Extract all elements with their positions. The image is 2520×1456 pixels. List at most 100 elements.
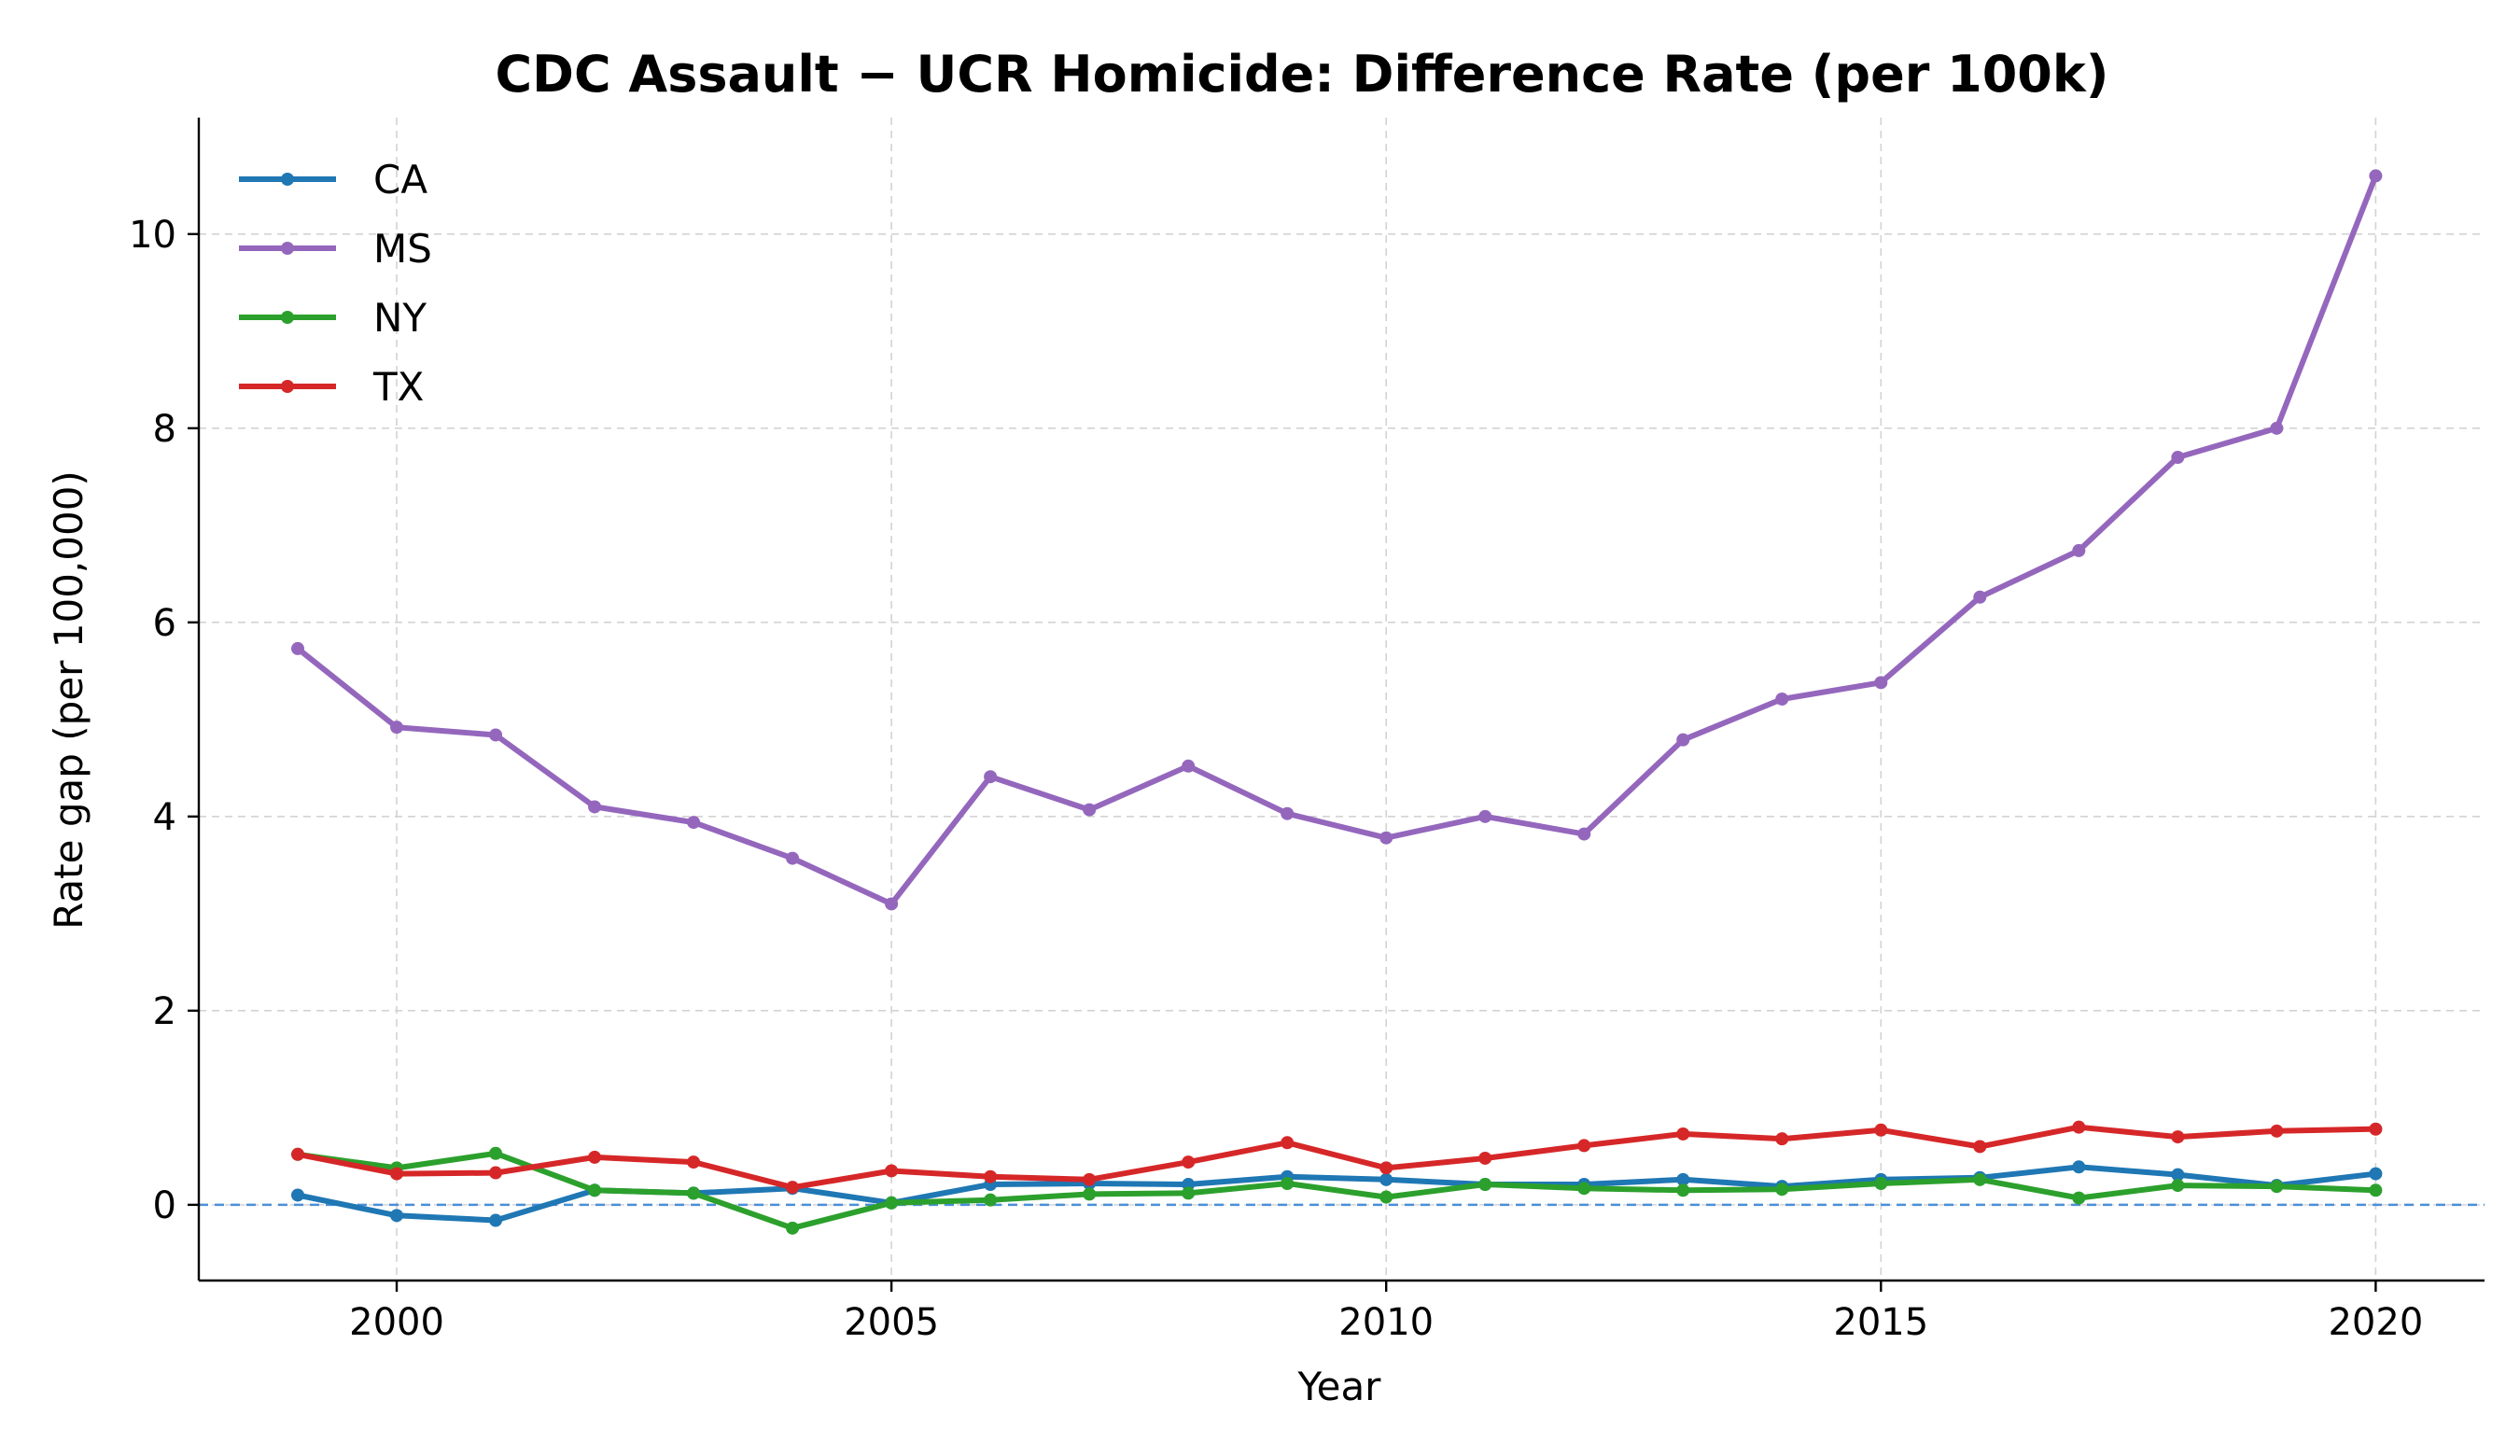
series-ms: [291, 169, 2383, 911]
point-tx-2012: [1577, 1139, 1591, 1153]
point-ca-2018: [2171, 1168, 2185, 1182]
point-tx-2003: [687, 1155, 701, 1169]
point-ny-2004: [786, 1221, 800, 1235]
legend: CA MS NY TX: [239, 157, 432, 410]
point-ca-1999: [291, 1188, 305, 1202]
legend-swatch-marker-ca: [281, 173, 294, 186]
x-tick-label-2000: 2000: [349, 1301, 444, 1344]
point-ny-2018: [2171, 1179, 2185, 1193]
point-tx-2007: [1083, 1172, 1097, 1186]
point-tx-2000: [390, 1167, 404, 1181]
point-ny-2003: [687, 1186, 701, 1200]
series-line-ny: [295, 1150, 2379, 1231]
series-layer: [291, 169, 2383, 1235]
x-tick-label-2005: 2005: [844, 1301, 939, 1344]
point-ms-2009: [1281, 806, 1295, 820]
point-ms-2002: [588, 800, 602, 814]
point-ny-2008: [1182, 1186, 1196, 1200]
point-ny-2014: [1775, 1183, 1789, 1197]
point-ms-2010: [1379, 831, 1393, 845]
point-ms-2016: [1973, 590, 1987, 604]
point-tx-1999: [291, 1147, 305, 1161]
point-ms-2018: [2171, 451, 2185, 465]
point-ms-2015: [1874, 676, 1888, 690]
legend-swatch-marker-ny: [281, 311, 294, 324]
point-tx-2017: [2072, 1120, 2086, 1134]
legend-label-ms: MS: [373, 226, 432, 272]
point-ny-2011: [1478, 1178, 1492, 1192]
point-tx-2006: [984, 1169, 998, 1183]
point-tx-2013: [1676, 1127, 1690, 1141]
point-ca-2000: [390, 1209, 404, 1223]
point-ms-2017: [2072, 543, 2086, 557]
legend-item-tx: TX: [239, 364, 424, 410]
point-ny-2012: [1577, 1182, 1591, 1196]
point-ny-2017: [2072, 1191, 2086, 1205]
point-tx-2018: [2171, 1130, 2185, 1144]
point-tx-2005: [885, 1164, 899, 1178]
point-ny-2006: [984, 1193, 998, 1207]
point-ca-2013: [1676, 1172, 1690, 1186]
point-ca-2020: [2369, 1167, 2383, 1181]
point-tx-2009: [1281, 1136, 1295, 1150]
point-ms-2011: [1478, 809, 1492, 823]
y-tick-label-8: 8: [153, 408, 176, 451]
point-tx-2001: [489, 1166, 503, 1180]
point-ny-2009: [1281, 1176, 1295, 1190]
x-tick-label-2015: 2015: [1833, 1301, 1928, 1344]
x-tick-label-2010: 2010: [1338, 1301, 1434, 1344]
point-ms-2000: [390, 721, 404, 735]
legend-label-tx: TX: [372, 364, 424, 410]
point-ny-2013: [1676, 1183, 1690, 1197]
legend-item-ny: NY: [239, 295, 427, 341]
point-ms-2004: [786, 851, 800, 865]
series-line-ms: [295, 173, 2379, 907]
point-tx-2011: [1478, 1151, 1492, 1165]
legend-item-ca: CA: [239, 157, 427, 203]
chart-title: CDC Assault − UCR Homicide: Difference R…: [496, 45, 2109, 104]
point-ny-2002: [588, 1183, 602, 1197]
point-ms-2003: [687, 816, 701, 830]
series-line-tx: [295, 1124, 2379, 1191]
point-ny-2007: [1083, 1187, 1097, 1201]
y-axis-label: Rate gap (per 100,000): [46, 470, 91, 930]
x-tick-label-2020: 2020: [2328, 1301, 2423, 1344]
point-ny-2016: [1973, 1172, 1987, 1186]
point-tx-2002: [588, 1150, 602, 1164]
point-tx-2019: [2270, 1124, 2284, 1138]
point-ms-2013: [1676, 733, 1690, 747]
y-tick-label-4: 4: [153, 796, 176, 839]
point-tx-2016: [1973, 1140, 1987, 1154]
x-axis-label: Year: [1297, 1364, 1382, 1409]
point-ms-2005: [885, 897, 899, 911]
point-ms-2008: [1182, 759, 1196, 773]
point-ny-2010: [1379, 1190, 1393, 1204]
point-ms-1999: [291, 641, 305, 655]
y-tick-label-0: 0: [153, 1184, 176, 1227]
point-ms-2019: [2270, 421, 2284, 435]
point-tx-2020: [2369, 1122, 2383, 1136]
point-ca-2010: [1379, 1172, 1393, 1186]
legend-label-ny: NY: [373, 295, 427, 341]
point-ms-2001: [489, 728, 503, 742]
point-ms-2006: [984, 770, 998, 784]
legend-item-ms: MS: [239, 226, 432, 272]
legend-swatch-marker-ms: [281, 242, 294, 255]
point-ny-2005: [885, 1196, 899, 1210]
point-ms-2007: [1083, 803, 1097, 817]
axes-layer: 2000 2005 2010 2015 2020 0 2 4 6 8 10: [129, 118, 2485, 1344]
point-tx-2015: [1874, 1123, 1888, 1137]
point-tx-2004: [786, 1181, 800, 1195]
point-ca-2001: [489, 1213, 503, 1227]
point-ny-2019: [2270, 1180, 2284, 1194]
series-ny: [291, 1146, 2383, 1235]
point-ms-2020: [2369, 169, 2383, 183]
point-tx-2014: [1775, 1132, 1789, 1146]
series-tx: [291, 1120, 2383, 1195]
point-ny-2020: [2369, 1183, 2383, 1197]
y-tick-label-6: 6: [153, 602, 176, 645]
point-ca-2017: [2072, 1160, 2086, 1174]
point-ny-2001: [489, 1146, 503, 1160]
